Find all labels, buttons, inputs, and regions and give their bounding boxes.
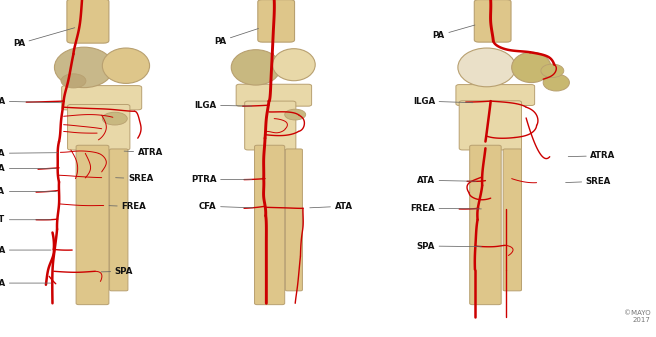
Text: PTRA: PTRA xyxy=(0,149,58,158)
FancyBboxPatch shape xyxy=(459,101,522,150)
FancyBboxPatch shape xyxy=(68,104,130,150)
Ellipse shape xyxy=(232,50,281,85)
Ellipse shape xyxy=(512,52,551,83)
Ellipse shape xyxy=(285,109,306,120)
FancyBboxPatch shape xyxy=(503,149,522,291)
FancyBboxPatch shape xyxy=(76,145,109,305)
Text: FREA: FREA xyxy=(109,202,146,211)
FancyBboxPatch shape xyxy=(110,149,128,291)
Text: ILGA: ILGA xyxy=(413,97,473,105)
Ellipse shape xyxy=(541,64,564,78)
Ellipse shape xyxy=(102,48,150,83)
Text: ILGA: ILGA xyxy=(0,97,62,105)
Text: ATRA: ATRA xyxy=(124,148,163,157)
Text: ATA: ATA xyxy=(417,176,476,185)
Text: ATA: ATA xyxy=(0,187,56,196)
Ellipse shape xyxy=(61,74,86,88)
Ellipse shape xyxy=(458,48,516,87)
Text: ©MAYO
2017: ©MAYO 2017 xyxy=(624,310,651,323)
FancyBboxPatch shape xyxy=(255,145,285,305)
FancyBboxPatch shape xyxy=(245,101,296,150)
Ellipse shape xyxy=(273,49,316,81)
Text: PA: PA xyxy=(433,25,475,40)
FancyBboxPatch shape xyxy=(236,84,312,106)
Text: ATRA: ATRA xyxy=(568,151,615,160)
Ellipse shape xyxy=(543,74,569,91)
Text: PA: PA xyxy=(13,28,75,48)
Text: PA: PA xyxy=(215,29,258,45)
Ellipse shape xyxy=(102,112,127,125)
Text: CFA: CFA xyxy=(0,164,56,173)
FancyBboxPatch shape xyxy=(470,145,501,305)
FancyBboxPatch shape xyxy=(474,0,511,42)
Text: ATA: ATA xyxy=(310,202,352,211)
FancyBboxPatch shape xyxy=(67,0,109,43)
Ellipse shape xyxy=(54,47,113,88)
Text: SPA: SPA xyxy=(417,242,482,250)
Text: SREA: SREA xyxy=(565,177,611,186)
FancyBboxPatch shape xyxy=(62,86,142,110)
Text: PTRA: PTRA xyxy=(191,175,252,184)
Text: SPA: SPA xyxy=(101,267,133,276)
Text: ILGA: ILGA xyxy=(194,101,252,110)
Text: SREA: SREA xyxy=(115,174,153,183)
FancyBboxPatch shape xyxy=(258,0,295,42)
FancyBboxPatch shape xyxy=(285,149,302,291)
Text: PTA: PTA xyxy=(0,246,51,254)
Text: FREA: FREA xyxy=(410,204,482,213)
Text: PerA: PerA xyxy=(0,279,51,287)
FancyBboxPatch shape xyxy=(456,85,535,105)
Text: TPT: TPT xyxy=(0,215,51,224)
Text: CFA: CFA xyxy=(199,202,253,211)
